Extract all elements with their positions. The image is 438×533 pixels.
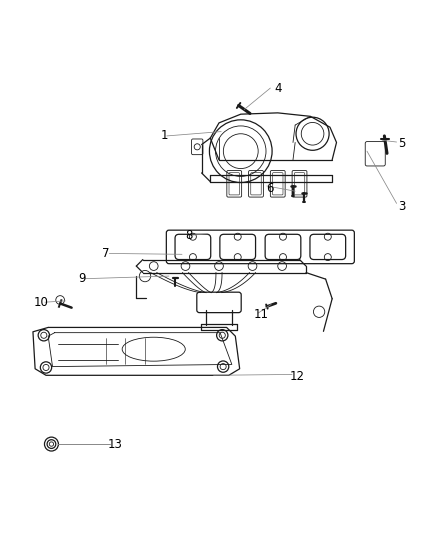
- Text: 1: 1: [161, 130, 168, 142]
- Text: 6: 6: [267, 182, 274, 195]
- Text: 3: 3: [398, 200, 406, 213]
- Text: 4: 4: [274, 83, 282, 95]
- Text: 5: 5: [398, 138, 406, 150]
- Text: 8: 8: [185, 229, 192, 241]
- Text: 9: 9: [78, 272, 86, 285]
- Text: 13: 13: [108, 438, 123, 450]
- Text: 7: 7: [102, 247, 110, 260]
- Text: 12: 12: [290, 370, 305, 383]
- Text: 11: 11: [254, 308, 269, 321]
- Text: 10: 10: [34, 296, 49, 309]
